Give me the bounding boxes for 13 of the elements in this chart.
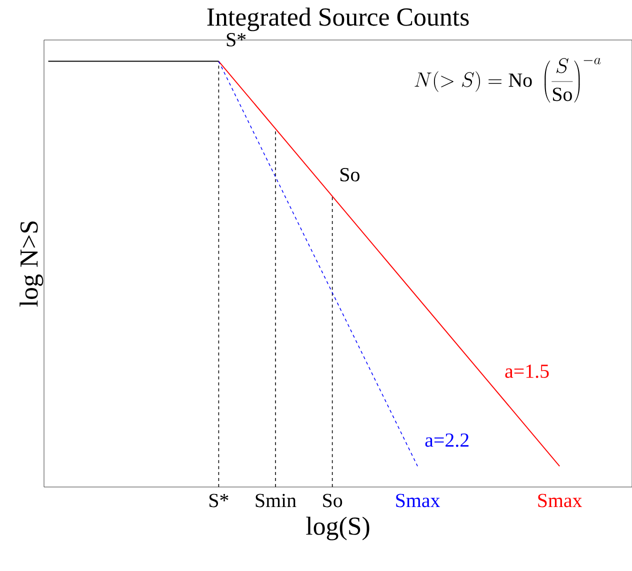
chart-title: Integrated Source Counts bbox=[207, 8, 469, 32]
y-axis-title: log N>S bbox=[20, 221, 44, 307]
series-label: a=2.2 bbox=[425, 433, 469, 447]
x-tick-label: Smax bbox=[396, 494, 440, 508]
x-tick-label: Smax bbox=[538, 494, 582, 508]
x-tick-label: Smin bbox=[256, 494, 296, 508]
annotation: So bbox=[340, 168, 360, 182]
x-axis-title: log(S) bbox=[306, 516, 370, 540]
series-label: a=1.5 bbox=[505, 364, 549, 378]
annotation: $N(>S) = \mathrm{No}\;\left(\frac{S}{\mathrm{So}}\right)^{-a}$ bbox=[414, 58, 601, 102]
x-tick-label: So bbox=[323, 494, 342, 508]
x-tick-label: S* bbox=[210, 494, 228, 508]
annotation: S* bbox=[226, 33, 246, 46]
